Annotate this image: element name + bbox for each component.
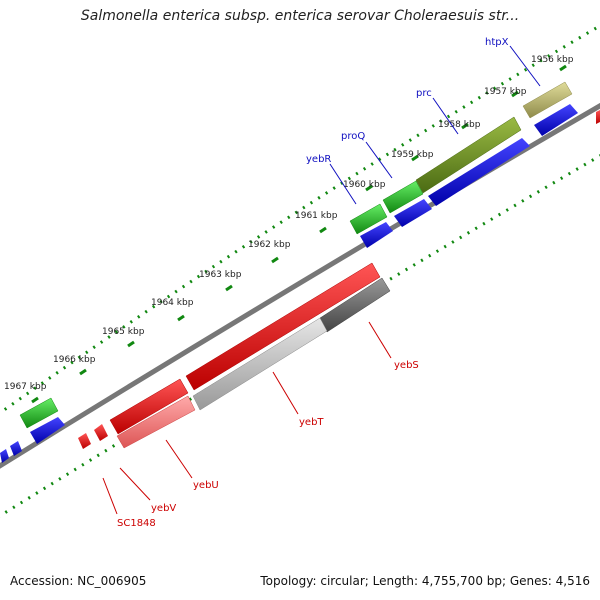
forward-genes [0, 81, 578, 463]
gene-label-yebU[interactable]: yebU [193, 480, 219, 491]
cds-block[interactable] [30, 417, 65, 444]
gene-label-prc[interactable]: prc [416, 88, 432, 99]
cds-block[interactable] [534, 104, 578, 136]
gene-labels: htpX prc proQ yebR yebS yebT yebU yebV S… [117, 37, 509, 529]
genome-backbone [0, 102, 600, 469]
tick-label: 1962 kbp [248, 240, 291, 250]
gene-block-edge[interactable] [596, 110, 600, 124]
gene-label-yebT[interactable]: yebT [299, 417, 324, 428]
cds-block[interactable] [428, 138, 530, 206]
accession-text: Accession: NC_006905 [10, 574, 147, 588]
dotted-tracks [0, 24, 600, 518]
gene-block-proQ[interactable] [382, 180, 424, 214]
gene-label-yebV[interactable]: yebV [151, 503, 176, 514]
tick-marks [31, 64, 567, 404]
tick-label: 1964 kbp [151, 298, 194, 308]
gene-label-htpX[interactable]: htpX [485, 37, 509, 48]
tick-label: 1959 kbp [391, 150, 434, 160]
gene-block-yebU[interactable] [109, 378, 189, 435]
tick-label: 1956 kbp [531, 55, 574, 65]
gene-label-yebS[interactable]: yebS [394, 360, 419, 371]
cds-block[interactable] [394, 199, 432, 227]
tick-label: 1963 kbp [199, 270, 242, 280]
gene-block-left-green[interactable] [19, 397, 59, 429]
gene-block-htpX[interactable] [522, 81, 573, 119]
inner-dotted-track [0, 154, 600, 518]
tick-label: 1966 kbp [53, 355, 96, 365]
cds-block[interactable] [10, 441, 22, 456]
reverse-genes [78, 110, 600, 449]
cds-block[interactable] [0, 449, 9, 463]
gene-block-yebR[interactable] [349, 203, 388, 235]
gene-label-yebR[interactable]: yebR [306, 154, 331, 165]
tick-label: 1958 kbp [438, 120, 481, 130]
tick-label: 1961 kbp [295, 211, 338, 221]
gene-label-proQ[interactable]: proQ [341, 131, 365, 142]
tick-label: 1960 kbp [343, 180, 386, 190]
tick-label: 1965 kbp [102, 327, 145, 337]
gene-block-yebT[interactable] [185, 262, 381, 391]
gene-block-prc[interactable] [415, 116, 522, 194]
gene-block-yebV[interactable] [94, 424, 108, 441]
outer-dotted-track [0, 24, 600, 415]
leader-lines [102, 45, 541, 515]
tick-label: 1967 kbp [4, 382, 47, 392]
gene-label-SC1848[interactable]: SC1848 [117, 518, 156, 529]
gene-block-SC1848[interactable] [78, 433, 91, 449]
map-title: Salmonella enterica subsp. enterica sero… [80, 8, 520, 24]
gene-block-yebS-lower[interactable] [192, 317, 328, 411]
cds-block[interactable] [360, 222, 393, 248]
tick-label: 1957 kbp [484, 87, 527, 97]
tick-labels: 1956 kbp 1957 kbp 1958 kbp 1959 kbp 1960… [4, 55, 574, 392]
genome-summary-text: Topology: circular; Length: 4,755,700 bp… [260, 574, 590, 588]
gene-block-yebU-lower[interactable] [116, 395, 196, 449]
